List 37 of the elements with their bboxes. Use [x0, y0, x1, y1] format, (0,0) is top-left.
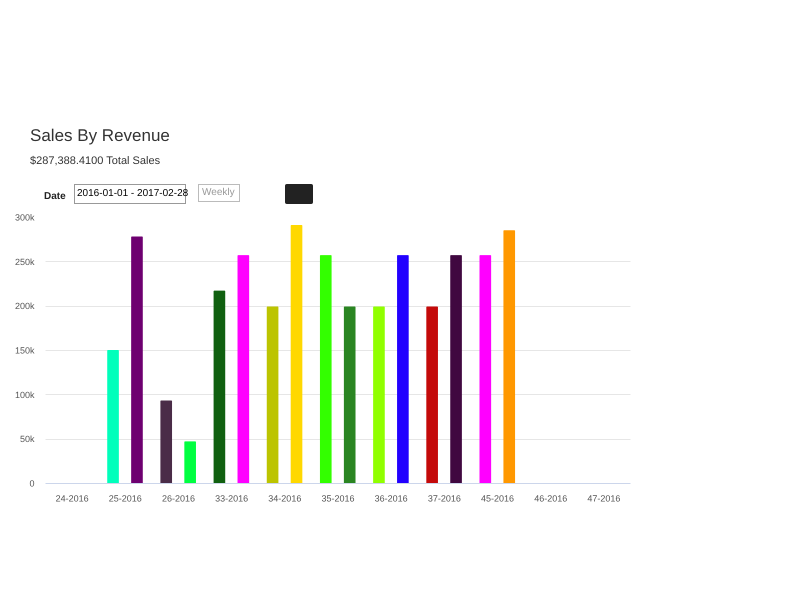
x-tick-label: 33-2016 — [215, 494, 248, 504]
y-tick-label: 300k — [14, 212, 35, 223]
bar — [290, 225, 302, 484]
x-tick-label: 35-2016 — [321, 494, 355, 504]
text: 2016-01-01 - 2017-02-28 — [74, 184, 188, 204]
bar — [184, 441, 196, 484]
x-tick-label: 24-2016 — [56, 494, 89, 504]
bar — [320, 255, 332, 484]
x-tick-label: 47-2016 — [587, 494, 620, 504]
text: Date — [44, 190, 66, 204]
bar — [397, 255, 409, 484]
x-tick-label: 37-2016 — [428, 494, 461, 504]
bar — [450, 255, 462, 484]
y-tick-label: 0 — [29, 478, 35, 489]
chart-subtitle: $287,388.4100 Total Sales — [30, 154, 160, 170]
bar — [160, 400, 172, 484]
x-tick-label: 34-2016 — [268, 494, 302, 504]
text: Weekly — [198, 184, 240, 202]
chart-title: Sales By Revenue — [30, 125, 170, 147]
y-tick-label: 150k — [14, 346, 35, 356]
bar — [131, 236, 143, 484]
x-tick-label: 46-2016 — [534, 494, 568, 504]
y-tick-label: 250k — [14, 256, 35, 267]
bar — [426, 306, 438, 484]
y-tick-label: 50k — [20, 434, 35, 444]
y-tick-label: 200k — [14, 301, 35, 312]
bar — [373, 306, 385, 484]
x-tick-label: 25-2016 — [108, 494, 142, 504]
bar — [503, 230, 516, 484]
y-tick-label: 100k — [14, 390, 35, 400]
bar — [344, 306, 356, 484]
bar — [107, 350, 119, 484]
x-tick-label: 26-2016 — [162, 494, 195, 504]
bar — [214, 290, 226, 484]
x-tick-label: 45-2016 — [481, 494, 514, 504]
x-tick-label: 36-2016 — [374, 494, 408, 504]
bar — [266, 306, 278, 484]
